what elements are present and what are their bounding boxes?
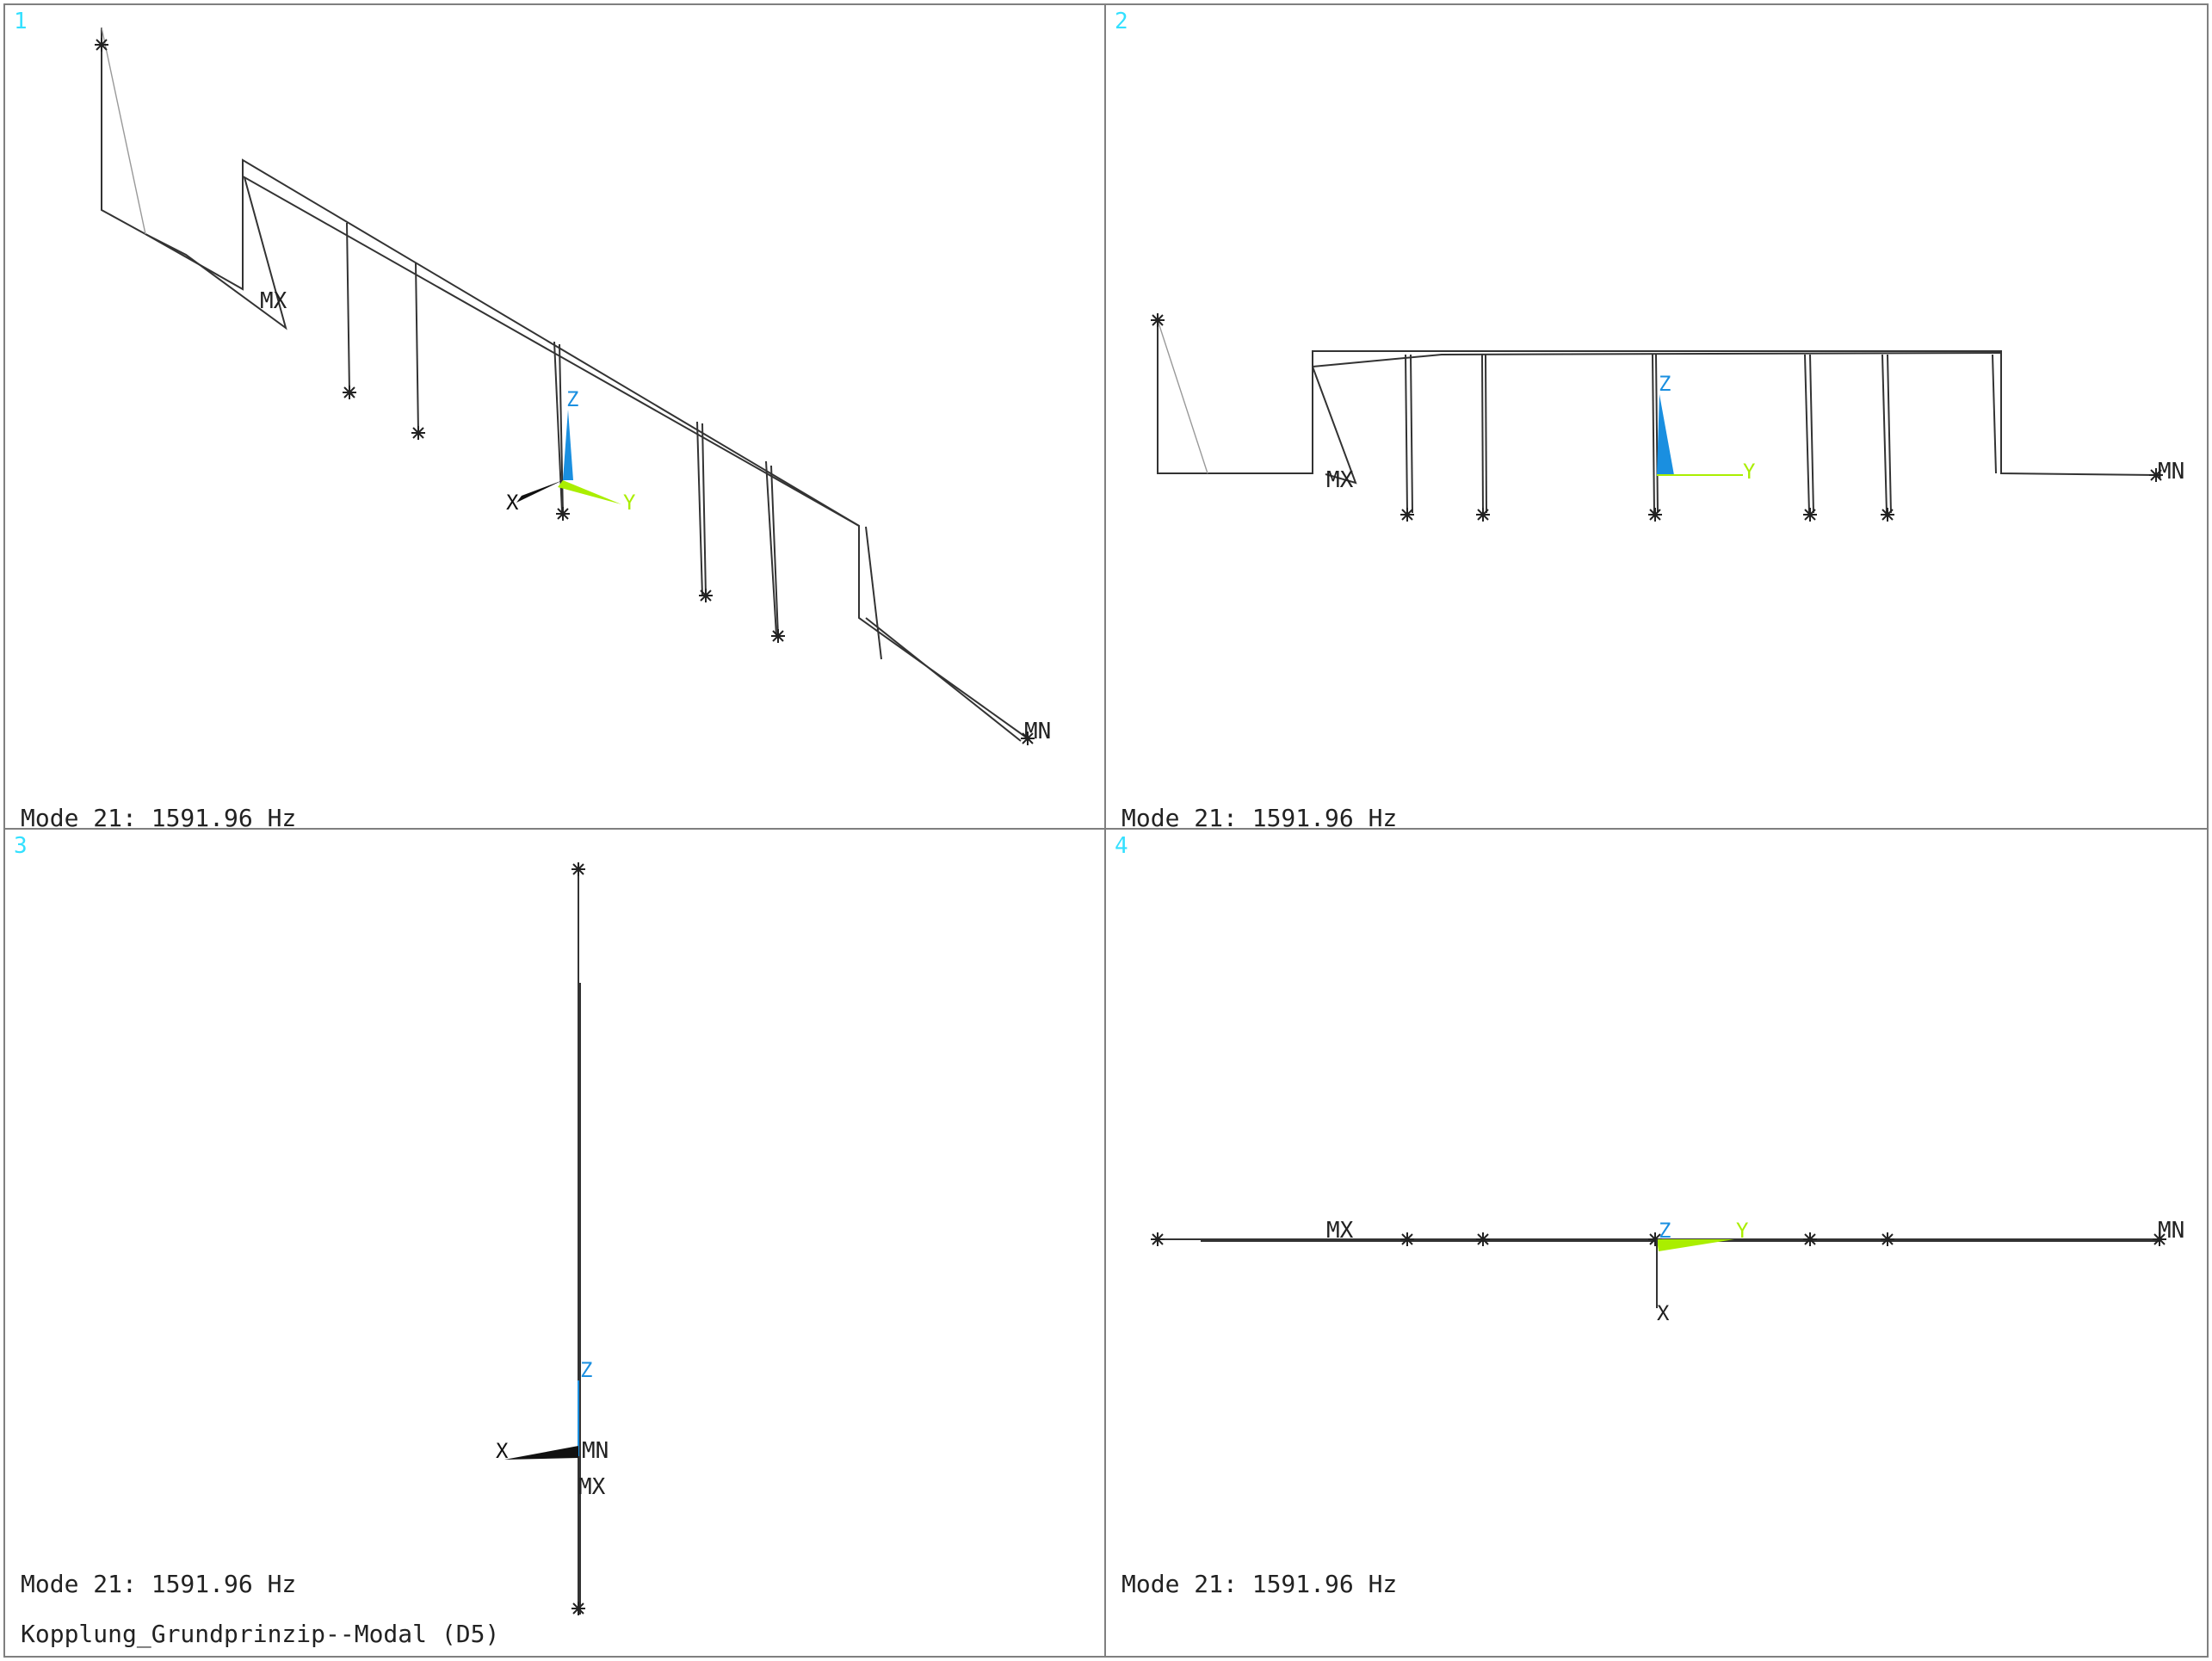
support-marker-icon — [572, 862, 585, 1615]
viewport-number: 1 — [14, 9, 28, 34]
viewport-1[interactable]: Z Y X MX MN 1 Mode 21: 1591.96 Hz — [3, 3, 1108, 831]
triad-x-label: X — [1657, 1301, 1670, 1325]
axis-triad-icon: Z X — [496, 1358, 592, 1463]
viewport-2[interactable]: Z Y MX MN 2 Mode 21: 1591.96 Hz — [1104, 3, 2209, 831]
viewport-number: 2 — [1115, 9, 1128, 34]
viewport-number: 4 — [1115, 833, 1128, 859]
triad-z-label: Z — [580, 1358, 592, 1382]
mode-frequency-label: Mode 21: 1591.96 Hz — [1121, 804, 1398, 831]
mode-frequency-label: Mode 21: 1591.96 Hz — [21, 1570, 297, 1598]
triad-z-label: Z — [566, 387, 578, 411]
deformed-beam-model — [101, 27, 1029, 742]
model-title: Kopplung_Grundprinzip--Modal (D5) — [21, 1620, 500, 1648]
deformed-beam-model — [578, 869, 581, 1615]
support-marker-icon — [95, 38, 1035, 745]
axis-triad-icon: Z Y X — [506, 387, 636, 515]
viewport-4[interactable]: Z Y X MX MN 4 Mode 21: 1591.96 Hz — [1104, 828, 2209, 1658]
support-marker-icon — [1151, 1232, 2166, 1246]
axis-triad-icon: Z Y X — [1656, 1219, 1749, 1325]
min-label: MN — [2158, 1218, 2184, 1244]
viewport-3-canvas: Z X MN MX — [496, 862, 609, 1615]
viewport-3[interactable]: Z X MN MX 3 Mode 21: 1591.96 Hz Kopplung… — [3, 828, 1108, 1658]
max-label: MX — [1326, 1218, 1354, 1244]
viewport-4-canvas: Z Y X MX MN — [1151, 1218, 2184, 1325]
min-label: MN — [582, 1438, 609, 1464]
mode-frequency-label: Mode 21: 1591.96 Hz — [21, 804, 297, 831]
triad-x-label: X — [496, 1439, 509, 1463]
triad-y-label: Y — [623, 491, 636, 515]
min-label: MN — [1024, 719, 1051, 744]
viewport-2-canvas: Z Y MX MN — [1151, 313, 2184, 522]
mode-frequency-label: Mode 21: 1591.96 Hz — [1121, 1570, 1398, 1598]
max-label: MX — [1326, 467, 1354, 493]
support-marker-icon — [1151, 313, 2163, 522]
triad-x-label: X — [506, 491, 519, 515]
axis-triad-icon: Z Y — [1657, 372, 1756, 484]
triad-z-label: Z — [1659, 1219, 1671, 1243]
max-label: MX — [578, 1474, 606, 1500]
min-label: MN — [2158, 459, 2184, 485]
viewport-1-canvas: Z Y X MX MN — [95, 27, 1051, 745]
deformed-beam-model — [1157, 319, 2157, 514]
triad-z-label: Z — [1659, 372, 1671, 396]
triad-y-label: Y — [1736, 1219, 1749, 1243]
viewport-number: 3 — [14, 833, 28, 859]
max-label: MX — [260, 288, 287, 314]
triad-y-label: Y — [1743, 460, 1756, 484]
